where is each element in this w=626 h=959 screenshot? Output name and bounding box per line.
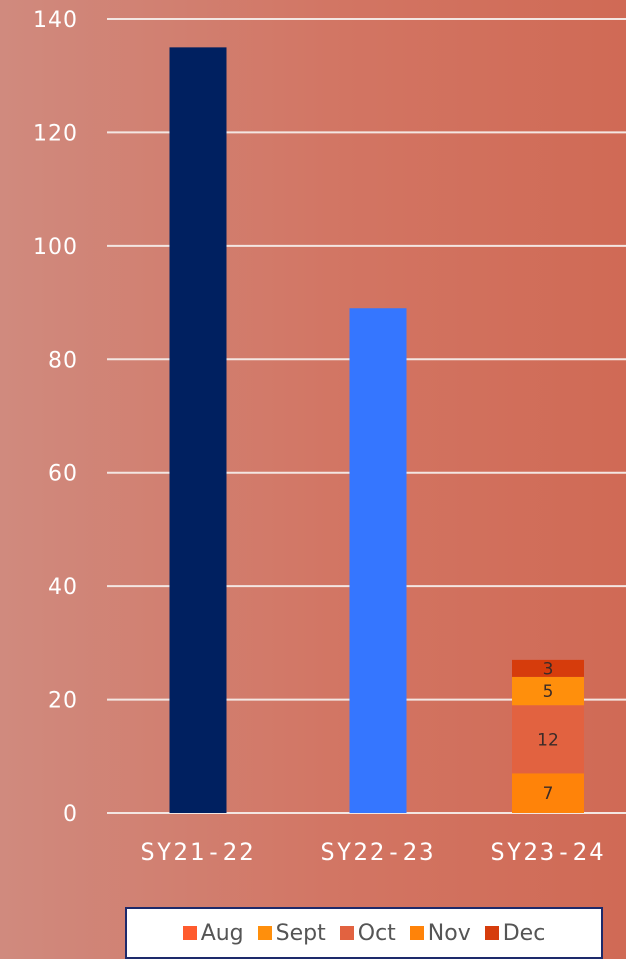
data-label: 5 <box>543 682 554 702</box>
stacked-bar: 7 12 5 3 <box>512 659 584 813</box>
bar-segment-sept <box>512 676 584 706</box>
legend-swatch <box>409 926 424 940</box>
bar-segment-dec <box>512 659 584 677</box>
legend-label: Aug <box>200 920 244 946</box>
legend-label: Nov <box>427 920 471 946</box>
y-tick-label: 40 <box>48 575 78 600</box>
y-tick-label: 80 <box>48 348 78 373</box>
legend-entry-nov: Nov <box>409 920 471 946</box>
legend-label: Dec <box>502 920 546 946</box>
legend-swatch <box>484 926 499 940</box>
legend: Aug Sept Oct Nov Dec <box>125 907 603 959</box>
data-label: 12 <box>537 730 559 750</box>
bar-sy21-22 <box>169 47 227 814</box>
bars <box>169 47 407 814</box>
data-label: 3 <box>543 659 554 679</box>
data-label: 7 <box>543 784 554 804</box>
legend-entry-dec: Dec <box>484 920 546 946</box>
legend-entry-sept: Sept <box>257 920 326 946</box>
legend-swatch <box>182 926 197 940</box>
x-tick-label: SY23-24 <box>490 838 605 866</box>
y-tick-label: 100 <box>33 235 78 260</box>
y-tick-label: 60 <box>48 462 78 487</box>
legend-swatch <box>257 926 272 940</box>
y-tick-label: 140 <box>33 8 78 33</box>
y-axis-ticks: 0 20 40 60 80 100 120 140 <box>33 8 78 827</box>
legend-label: Oct <box>357 920 396 946</box>
legend-entry-aug: Aug <box>182 920 244 946</box>
legend-entry-oct: Oct <box>339 920 396 946</box>
bar-sy22-23 <box>349 308 407 813</box>
x-tick-label: SY21-22 <box>140 838 255 866</box>
y-tick-label: 120 <box>33 121 78 146</box>
legend-label: Sept <box>275 920 326 946</box>
x-axis-labels: SY21-22 SY22-23 SY23-24 <box>140 838 605 866</box>
y-tick-label: 0 <box>63 802 78 827</box>
x-tick-label: SY22-23 <box>320 838 435 866</box>
bar-segment-nov <box>512 773 584 813</box>
legend-swatch <box>339 926 354 940</box>
y-tick-label: 20 <box>48 689 78 714</box>
bar-segment-oct <box>512 705 584 774</box>
